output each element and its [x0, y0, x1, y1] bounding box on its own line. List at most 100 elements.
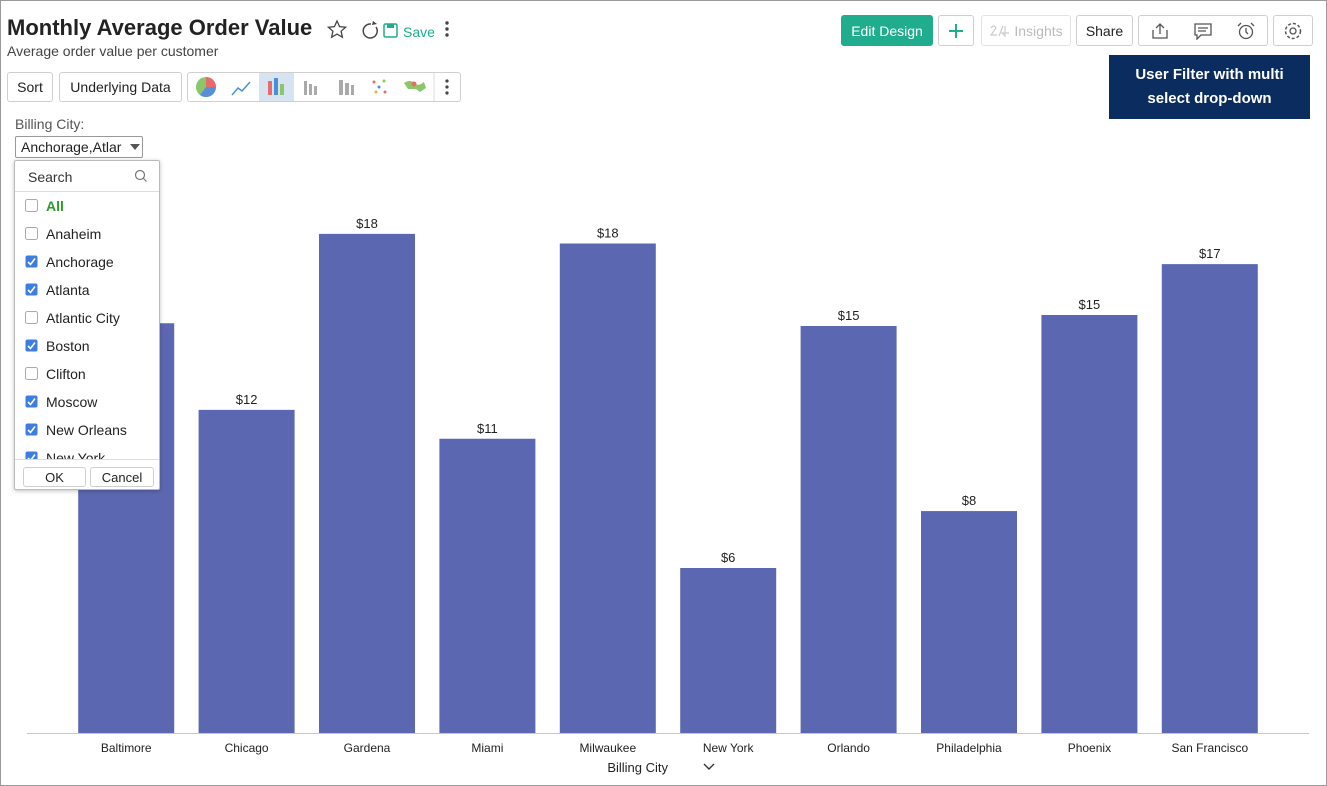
checkbox-empty — [25, 311, 38, 324]
checkmark — [27, 342, 36, 350]
search-icon[interactable] — [134, 169, 148, 183]
refresh-icon[interactable] — [362, 23, 378, 39]
x-axis-title[interactable]: Billing City — [607, 760, 668, 775]
select-arrow — [130, 144, 140, 150]
value-label: $6 — [721, 550, 735, 565]
x-tick-label: Philadelphia — [936, 741, 1002, 755]
alarm-icon[interactable] — [1236, 22, 1256, 40]
checkmark — [27, 286, 36, 294]
checkbox — [25, 311, 38, 324]
edit-design-button[interactable]: Edit Design — [841, 15, 933, 46]
checkbox-empty — [25, 199, 38, 212]
comment-icon[interactable] — [1193, 22, 1213, 40]
title: Monthly Average Order Value — [7, 15, 313, 40]
option-label: Anaheim — [46, 226, 102, 242]
option-label: Moscow — [46, 394, 98, 410]
callout-line: User Filter with multi — [1135, 66, 1284, 83]
checkmark — [27, 258, 36, 266]
option-label: New York — [46, 450, 106, 460]
filter-option[interactable]: Atlanta — [15, 276, 159, 304]
x-tick-label: Phoenix — [1068, 741, 1111, 755]
value-label: $11 — [477, 421, 498, 436]
filter-option[interactable]: All — [15, 192, 159, 220]
action-icons — [1138, 15, 1268, 46]
x-tick-label: Orlando — [827, 741, 870, 755]
checkbox-empty — [25, 227, 38, 240]
filter-option[interactable]: Clifton — [15, 360, 159, 388]
value-label: $12 — [236, 392, 258, 407]
value-label: $15 — [1079, 297, 1101, 312]
filter-option[interactable]: Anchorage — [15, 248, 159, 276]
checkbox-empty — [25, 367, 38, 380]
bar — [1161, 264, 1258, 733]
checkbox — [25, 255, 38, 268]
value-label: $15 — [838, 308, 860, 323]
checkbox-checked — [25, 339, 38, 352]
grouped-bar-icon[interactable] — [339, 80, 343, 95]
cancel-button[interactable]: Cancel — [90, 467, 154, 487]
checkmark — [27, 398, 36, 406]
checkbox — [25, 227, 38, 240]
bar — [319, 233, 415, 733]
filter-option[interactable]: New Orleans — [15, 416, 159, 444]
checkbox-checked — [25, 395, 38, 408]
checkbox-checked — [25, 423, 38, 436]
checkbox — [25, 367, 38, 380]
x-tick-label: Gardena — [344, 741, 391, 755]
option-list: All Anaheim Anchorage Atlanta Atlantic City B… — [15, 191, 159, 460]
stacked-bar-icon[interactable] — [304, 81, 307, 95]
bar — [559, 243, 656, 733]
save-button[interactable]: Save — [403, 24, 435, 40]
chart-type-icons — [196, 73, 449, 101]
filter-option[interactable]: Moscow — [15, 388, 159, 416]
export-icon[interactable] — [1150, 22, 1170, 40]
insights-button[interactable]: Insights — [981, 15, 1071, 46]
x-tick-label: New York — [703, 741, 755, 755]
add-button[interactable] — [938, 15, 974, 46]
ok-button[interactable]: OK — [23, 467, 86, 487]
scatter-icon[interactable] — [372, 79, 387, 94]
option-label: Boston — [46, 338, 90, 354]
checkbox — [25, 423, 38, 436]
bar — [1041, 315, 1138, 733]
value-label: $18 — [356, 216, 378, 231]
option-label: New Orleans — [46, 422, 127, 438]
filter-option[interactable]: Anaheim — [15, 220, 159, 248]
checkbox — [25, 283, 38, 296]
header-icons — [326, 19, 449, 39]
filter-selected: Anchorage,Atlar — [21, 139, 122, 155]
subtitle: Average order value per customer — [7, 43, 219, 59]
option-label: Atlanta — [46, 282, 90, 298]
checkbox-checked — [25, 255, 38, 268]
plus-icon — [949, 23, 963, 38]
map-icon[interactable] — [404, 81, 426, 92]
bar — [921, 511, 1017, 733]
checkmark — [27, 454, 36, 460]
checkbox — [25, 199, 38, 212]
filter-option[interactable]: Boston — [15, 332, 159, 360]
checkbox — [25, 339, 38, 352]
search-placeholder[interactable]: Search — [28, 169, 73, 185]
filter-option[interactable]: New York — [15, 444, 159, 460]
option-label: Anchorage — [46, 254, 114, 270]
share-button[interactable]: Share — [1076, 15, 1133, 46]
bar — [800, 326, 897, 733]
x-tick-label: Baltimore — [101, 741, 152, 755]
filter-select[interactable]: Anchorage,Atlar — [15, 136, 143, 158]
option-label: Atlantic City — [46, 310, 120, 326]
checkbox-checked — [25, 283, 38, 296]
x-axis-chevron[interactable] — [703, 763, 715, 770]
x-tick-label: San Francisco — [1171, 741, 1248, 755]
filter-option[interactable]: Atlantic City — [15, 304, 159, 332]
bar — [680, 568, 777, 733]
favorite-icon[interactable] — [326, 19, 348, 39]
settings-button[interactable] — [1273, 15, 1313, 46]
checkmark — [27, 426, 36, 434]
sort-button[interactable]: Sort — [7, 72, 53, 102]
underlying-data-button[interactable]: Underlying Data — [59, 72, 182, 102]
callout-line: select drop-down — [1147, 90, 1272, 107]
value-label: $8 — [962, 493, 976, 508]
line-chart-icon[interactable] — [231, 81, 251, 96]
bar — [198, 409, 295, 733]
